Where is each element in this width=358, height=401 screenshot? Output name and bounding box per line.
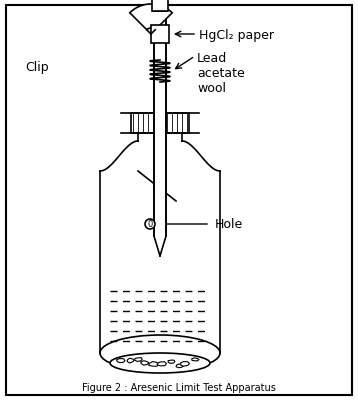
Text: Clip: Clip [25, 60, 49, 73]
Polygon shape [180, 362, 189, 366]
Polygon shape [116, 359, 125, 363]
Polygon shape [141, 361, 149, 365]
Ellipse shape [100, 335, 220, 371]
Circle shape [145, 219, 155, 229]
Bar [154, 12, 166, 237]
Ellipse shape [110, 353, 210, 373]
Text: Hole: Hole [215, 218, 243, 231]
Text: Figure 2 : Aresenic Limit Test Apparatus: Figure 2 : Aresenic Limit Test Apparatus [82, 382, 276, 392]
Polygon shape [149, 362, 158, 367]
Polygon shape [192, 358, 199, 361]
Bar [131, 114, 189, 134]
Polygon shape [176, 364, 183, 368]
Text: HgCl₂ paper: HgCl₂ paper [199, 28, 274, 41]
Polygon shape [130, 5, 172, 31]
Bar [151, 26, 169, 44]
Polygon shape [135, 358, 142, 361]
Bar [152, 0, 168, 12]
Polygon shape [168, 360, 175, 364]
Polygon shape [157, 362, 166, 366]
Text: 0: 0 [147, 220, 153, 229]
Polygon shape [127, 358, 134, 363]
Text: Lead
acetate
wool: Lead acetate wool [197, 52, 245, 95]
